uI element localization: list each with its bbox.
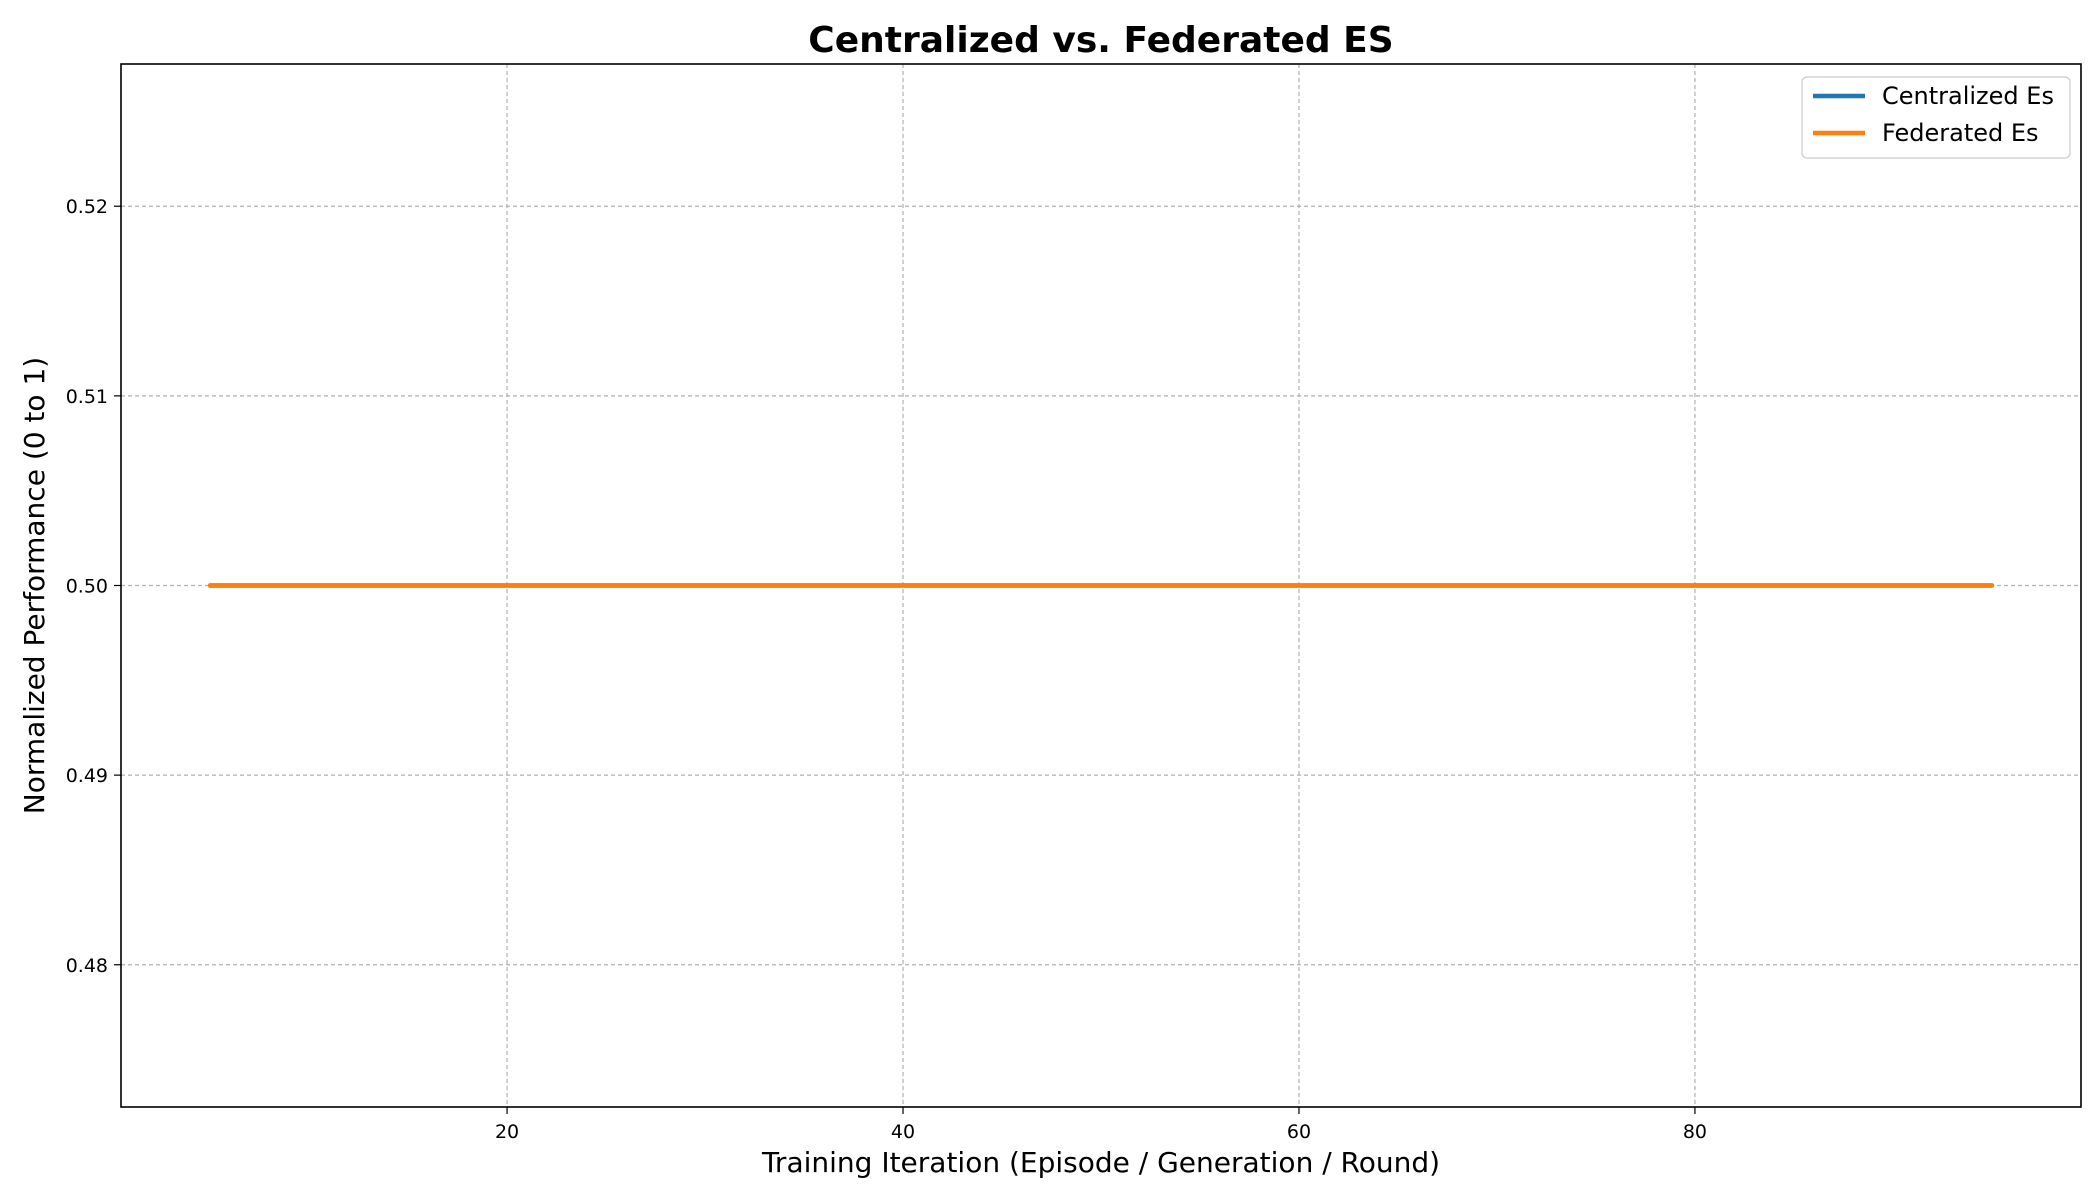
y-tick-label: 0.50	[66, 576, 108, 598]
y-tick-label: 0.51	[66, 386, 108, 408]
y-tick-label: 0.48	[66, 955, 108, 977]
x-axis-label: Training Iteration (Episode / Generation…	[761, 1146, 1440, 1179]
x-tick-label: 60	[1287, 1121, 1311, 1143]
y-tick-label: 0.52	[66, 196, 108, 218]
legend-box	[1801, 76, 2071, 159]
x-tick-label: 20	[495, 1121, 519, 1143]
legend-label: Federated Es	[1882, 119, 2039, 147]
chart-title: Centralized vs. Federated ES	[808, 20, 1393, 61]
legend-items: Centralized Es Federated Es	[1813, 82, 2054, 147]
x-tick-label: 80	[1683, 1121, 1707, 1143]
y-tick-label: 0.49	[66, 765, 108, 787]
axis-ticks: 20 40 60 80 0.48 0.49 0.50 0.51 0.52	[66, 196, 1707, 1143]
y-axis-label: Normalized Performance (0 to 1)	[18, 357, 51, 814]
x-tick-label: 40	[891, 1121, 915, 1143]
legend: Centralized Es Federated Es	[1801, 76, 2071, 159]
legend-label: Centralized Es	[1882, 82, 2054, 110]
